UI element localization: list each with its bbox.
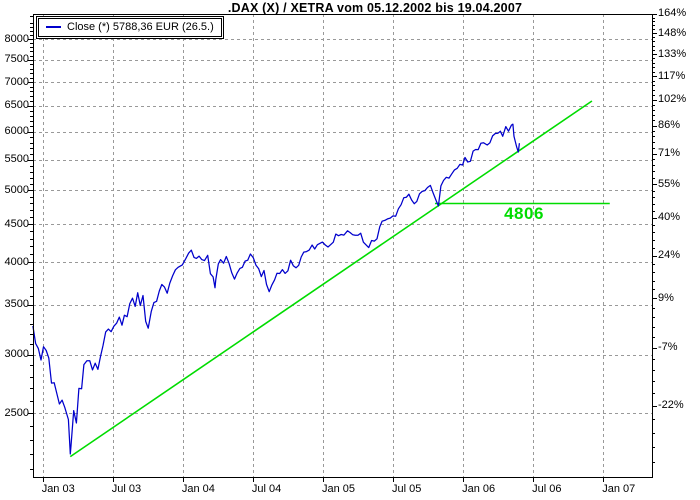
y-left-tick-label: 3000 — [4, 348, 29, 361]
y-left-tick-label: 7000 — [4, 75, 29, 88]
plot-border — [33, 14, 653, 478]
axis-ticks — [28, 14, 657, 482]
y-left-tick-label: 5000 — [4, 183, 29, 196]
y-right-tick-label: -7% — [658, 341, 678, 354]
x-tick-label: Jul 04 — [251, 483, 282, 495]
y-left-tick-label: 8000 — [4, 32, 29, 45]
legend-inner: Close (*) 5788,36 EUR (26.5.) — [38, 18, 222, 37]
y-left-tick-label: 4500 — [4, 217, 29, 230]
overlays — [69, 100, 610, 458]
x-tick-label: Jan 06 — [462, 483, 496, 495]
y-right-tick-label: 102% — [658, 93, 687, 106]
y-left-tick-label: 5500 — [4, 153, 29, 166]
x-tick-label: Jan 07 — [602, 483, 636, 495]
y-right-tick-label: 86% — [658, 119, 681, 132]
x-tick-label: Jul 05 — [392, 483, 422, 495]
trendline — [69, 100, 593, 458]
y-left-tick-label: 3500 — [4, 298, 29, 311]
y-left-tick-label: 6500 — [4, 99, 29, 112]
y-right-tick-label: 9% — [658, 291, 674, 304]
support-level-label: 4806 — [504, 204, 544, 223]
x-tick-label: Jan 05 — [321, 483, 355, 495]
y-right-tick-label: 117% — [658, 69, 686, 82]
y-right-tick-label: 40% — [658, 211, 681, 224]
chart-title: .DAX (X) / XETRA vom 05.12.2002 bis 19.0… — [227, 1, 523, 15]
y-right-tick-label: 164% — [658, 7, 687, 20]
legend-line-sample-icon — [46, 26, 61, 28]
x-tick-label: Jul 03 — [111, 483, 142, 495]
y-right-tick-label: 24% — [658, 249, 681, 262]
x-tick-label: Jan 03 — [41, 483, 75, 495]
y-right-tick-label: 71% — [658, 147, 681, 160]
legend-label: Close (*) 5788,36 EUR (26.5.) — [67, 21, 214, 33]
legend-box: Close (*) 5788,36 EUR (26.5.) — [36, 16, 224, 39]
y-right-tick-label: 148% — [658, 26, 687, 39]
y-left-tick-label: 7500 — [4, 53, 29, 66]
price-line — [32, 123, 521, 455]
x-tick-label: Jul 06 — [532, 483, 562, 495]
y-left-tick-label: 6000 — [4, 125, 29, 138]
y-right-tick-label: 55% — [658, 177, 681, 190]
y-right-tick-label: -22% — [658, 399, 684, 412]
y-left-tick-label: 4000 — [4, 255, 29, 268]
y-left-tick-label: 2500 — [4, 406, 29, 419]
gridlines — [33, 14, 652, 477]
y-right-tick-label: 133% — [658, 47, 687, 60]
x-tick-label: Jan 04 — [181, 483, 215, 495]
